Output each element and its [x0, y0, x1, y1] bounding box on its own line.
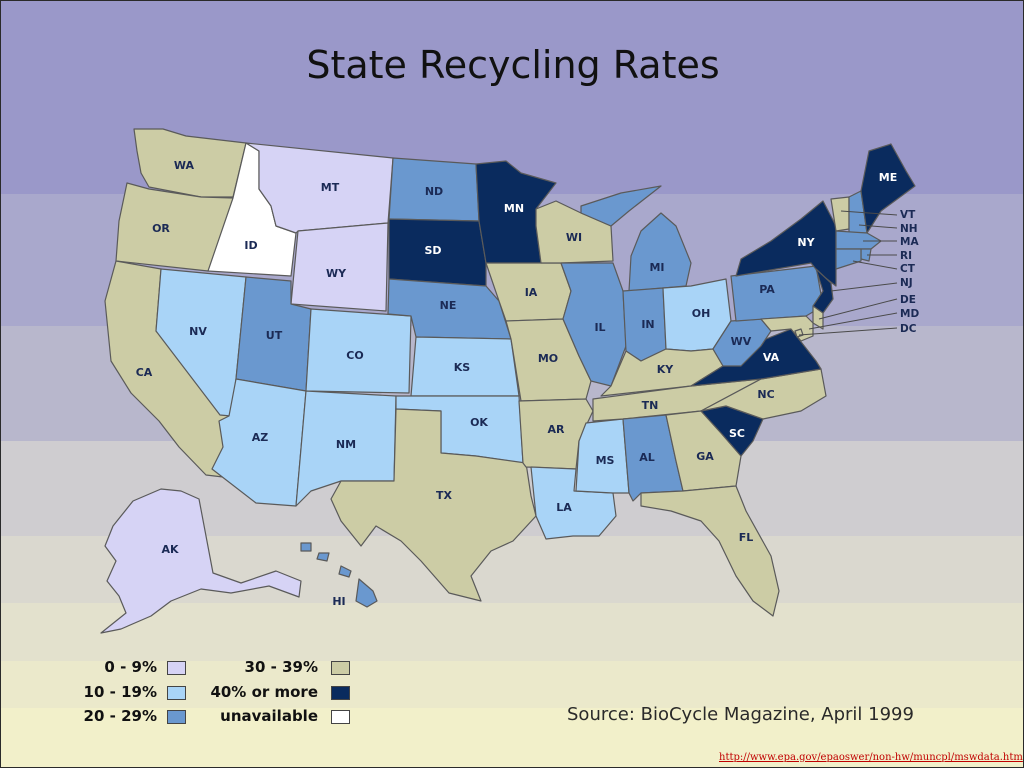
label-AL: AL [639, 451, 655, 464]
label-MA: MA [900, 236, 919, 248]
label-NJ: NJ [900, 277, 913, 289]
source-link[interactable]: http://www.epa.gov/epaoswer/non-hw/muncp… [719, 752, 1023, 763]
state-AR [518, 398, 594, 470]
label-MS: MS [596, 454, 615, 467]
label-MT: MT [321, 181, 340, 194]
legend-label-30-39: 30 - 39% [244, 658, 318, 676]
legend-label-0-9: 0 - 9% [104, 658, 157, 676]
label-NY: NY [797, 236, 815, 249]
label-WY: WY [326, 267, 347, 280]
leader-nj [830, 282, 898, 292]
label-RI: RI [900, 250, 912, 262]
leader-ct [852, 260, 898, 270]
label-NE: NE [440, 299, 457, 312]
label-AR: AR [548, 423, 566, 436]
state-KY [600, 348, 724, 397]
label-NC: NC [757, 388, 774, 401]
label-VA: VA [763, 351, 780, 364]
label-WA: WA [174, 159, 195, 172]
state-MI-lower [628, 212, 692, 292]
state-HI-kauai [300, 542, 312, 552]
legend-label-unavailable: unavailable [220, 707, 318, 725]
legend-swatch-30-39 [331, 661, 350, 675]
state-HI-oahu [316, 552, 330, 562]
label-WV: WV [731, 335, 752, 348]
label-ND: ND [425, 185, 443, 198]
state-CO [305, 308, 412, 394]
state-CT [835, 248, 862, 270]
leader-dc [798, 327, 898, 336]
state-HI-maui [338, 565, 352, 578]
label-TX: TX [436, 489, 453, 502]
legend-swatch-unavailable [331, 710, 350, 724]
label-CA: CA [136, 366, 153, 379]
label-AZ: AZ [252, 431, 269, 444]
label-MI: MI [649, 261, 664, 274]
label-DE: DE [900, 294, 916, 306]
legend-label-20-29: 20 - 29% [83, 707, 157, 725]
label-TN: TN [642, 399, 659, 412]
label-IA: IA [525, 286, 538, 299]
label-SC: SC [729, 427, 745, 440]
label-ME: ME [879, 171, 897, 184]
leader-de [818, 298, 898, 320]
state-SD [388, 218, 487, 287]
source-citation: Source: BioCycle Magazine, April 1999 [567, 704, 914, 725]
label-LA: LA [556, 501, 572, 514]
state-DC [794, 328, 804, 338]
label-AK: AK [161, 543, 179, 556]
label-OH: OH [692, 307, 711, 320]
state-HI [355, 578, 378, 608]
label-KS: KS [454, 361, 471, 374]
state-AK [100, 488, 302, 634]
leader-md [808, 312, 898, 330]
state-ME [860, 143, 916, 234]
label-KY: KY [657, 363, 675, 376]
leader-vt [840, 210, 898, 216]
label-IL: IL [594, 321, 605, 334]
label-MD: MD [900, 308, 919, 320]
label-VT: VT [900, 209, 916, 221]
legend-swatch-20-29 [167, 710, 186, 724]
label-ID: ID [244, 239, 257, 252]
label-GA: GA [696, 450, 714, 463]
legend-label-40-plus: 40% or more [210, 683, 318, 701]
label-SD: SD [424, 244, 441, 257]
legend-swatch-40-plus [331, 686, 350, 700]
state-MI [580, 185, 662, 227]
legend-swatch-10-19 [167, 686, 186, 700]
label-FL: FL [739, 531, 754, 544]
label-PA: PA [759, 283, 775, 296]
state-FL [640, 485, 780, 617]
legend-label-10-19: 10 - 19% [83, 683, 157, 701]
label-NM: NM [336, 438, 356, 451]
legend-swatch-0-9 [167, 661, 186, 675]
label-NV: NV [189, 325, 207, 338]
label-HI: HI [332, 595, 345, 608]
state-DE [812, 305, 824, 330]
state-MA [835, 230, 882, 250]
state-IL [560, 262, 627, 387]
label-IN: IN [641, 318, 654, 331]
state-WI [535, 200, 614, 264]
state-LA [530, 466, 617, 540]
state-TX [330, 408, 537, 602]
label-CT: CT [900, 263, 916, 275]
label-MN: MN [504, 202, 524, 215]
label-DC: DC [900, 323, 917, 335]
leader-nh [858, 224, 898, 229]
label-UT: UT [266, 329, 283, 342]
label-OR: OR [152, 222, 170, 235]
label-OK: OK [470, 416, 488, 429]
map-title: State Recycling Rates [306, 43, 720, 87]
label-MO: MO [538, 352, 558, 365]
label-WI: WI [566, 231, 582, 244]
label-NH: NH [900, 223, 918, 235]
state-WY [290, 222, 389, 312]
label-CO: CO [346, 349, 363, 362]
